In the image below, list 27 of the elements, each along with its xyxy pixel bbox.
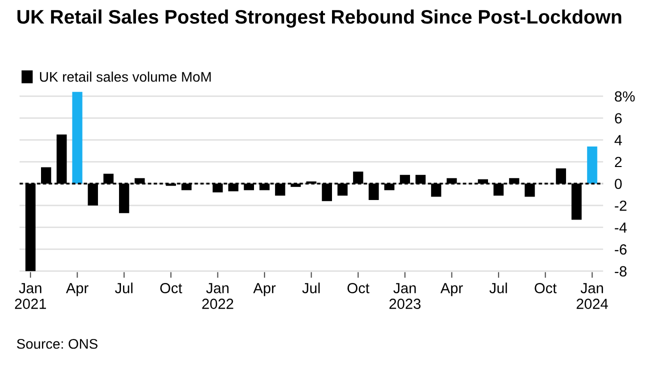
x-tick-label: Apr [66, 283, 88, 296]
y-tick-label: 2 [614, 156, 622, 168]
x-tick-label: Jan 2022 [202, 283, 234, 309]
x-tick-label: Jan 2023 [389, 283, 421, 309]
x-tick-label: Apr [440, 283, 463, 296]
y-tick-label: -2 [614, 200, 626, 211]
x-tick-label: Jul [302, 282, 320, 294]
x-tick-label: Jul [115, 282, 132, 294]
x-tick-label: Oct [347, 282, 370, 294]
legend-label: UK retail sales volume MoM [40, 72, 211, 82]
source-note: Source: ONS [16, 338, 98, 349]
y-tick-label: -8 [614, 266, 627, 276]
y-tick-label: 0 [614, 178, 622, 190]
y-tick-label: 6 [614, 113, 622, 124]
x-tick-label: Jul [489, 282, 507, 294]
x-tick-label: Jan 2021 [14, 283, 46, 309]
y-tick-label: -6 [614, 244, 627, 255]
y-tick-label: 8% [614, 91, 635, 102]
bar [72, 92, 82, 184]
x-tick-label: Apr [253, 283, 276, 296]
chart-title: UK Retail Sales Posted Strongest Rebound Since Post-Lockdown [17, 9, 622, 28]
y-tick-label: -4 [614, 222, 627, 233]
bar [587, 146, 598, 184]
x-tick-label: Oct [160, 282, 182, 294]
x-tick-label: Oct [534, 282, 557, 294]
x-tick-label: Jan 2024 [576, 283, 608, 309]
y-tick-label: 4 [614, 135, 622, 146]
